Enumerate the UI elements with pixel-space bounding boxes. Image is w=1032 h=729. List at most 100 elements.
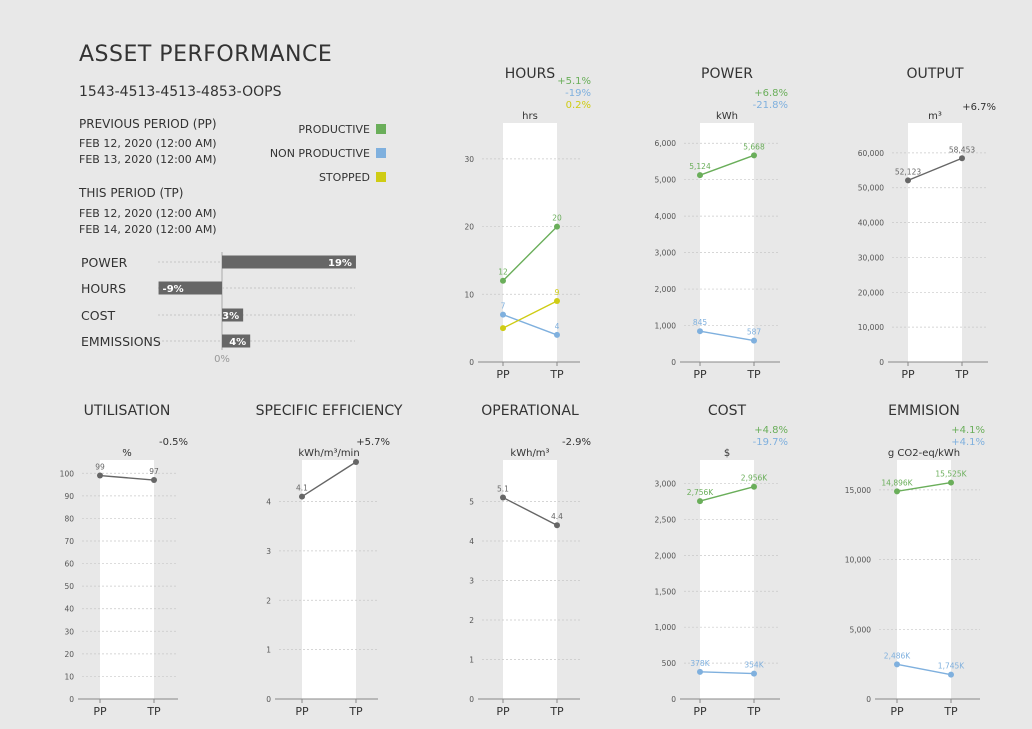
hours-point-pp-1: [500, 311, 506, 318]
previous-period-label: PREVIOUS PERIOD (PP): [79, 117, 217, 131]
utilisation-point-label-pp-0: 99: [95, 463, 105, 472]
specific_efficiency-ytick-label: 4: [266, 498, 271, 507]
legend-productive-label: PRODUCTIVE: [298, 123, 370, 136]
specific_efficiency-ytick-label: 3: [266, 547, 271, 556]
utilisation-ytick-label: 60: [64, 560, 74, 569]
hours-xtick-label-pp: PP: [496, 368, 510, 381]
operational-change-0: -2.9%: [562, 437, 591, 448]
operational-ytick-label: 5: [469, 498, 474, 507]
legend-stopped-label: STOPPED: [318, 171, 370, 184]
utilisation-ytick-label: 0: [69, 695, 74, 704]
hours-unit-label: hrs: [522, 111, 538, 122]
cost-chart: COST $0 500 1,000 1,500 2,000 2,500 3,000 PP TP +4…: [655, 403, 788, 718]
output-point-pp-0: [905, 177, 911, 184]
power-xtick-label-pp: PP: [693, 368, 707, 381]
emmision-plot-column: [897, 460, 951, 699]
output-xtick-label-tp: TP: [954, 368, 969, 381]
utilisation-ytick-label: 20: [64, 650, 74, 659]
utilisation-xtick-label-pp: PP: [93, 705, 107, 718]
emmision-point-pp-1: [894, 661, 900, 668]
output-change-0: +6.7%: [962, 102, 996, 113]
specific_efficiency-ytick-label: 2: [266, 596, 271, 605]
output-ytick-label: 10,000: [858, 323, 884, 332]
utilisation-point-tp-0: [151, 477, 157, 484]
specific_efficiency-point-label-pp-0: 4.1: [296, 484, 308, 493]
utilisation-ytick-label: 40: [64, 605, 74, 614]
emmision-title: EMMISION: [888, 403, 960, 419]
emmision-ytick-label: 10,000: [845, 556, 871, 565]
operational-ytick-label: 1: [469, 656, 474, 665]
emmision-xtick-label-tp: TP: [943, 705, 958, 718]
summary-bar-emmissions: [222, 334, 251, 348]
power-series-line-1: [699, 330, 755, 342]
operational-unit-label: kWh/m³: [510, 448, 549, 459]
power-point-label-pp-0: 5,124: [689, 162, 711, 171]
cost-change-0: +4.8%: [754, 425, 788, 436]
cost-ytick-label: 3,000: [655, 480, 677, 489]
operational-chart: OPERATIONAL kWh/m³ 0 1 2 3 4 5 PP TP -2.9% 5.1 4.4: [469, 403, 591, 718]
emmision-change-1: +4.1%: [951, 437, 985, 448]
utilisation-ytick-label: 80: [64, 514, 74, 523]
summary-label-cost: COST: [81, 308, 116, 323]
operational-point-label-pp-0: 5.1: [497, 485, 509, 494]
emmision-point-tp-1: [948, 671, 954, 678]
hours-point-label-pp-1: 7: [501, 302, 506, 311]
power-point-pp-1: [697, 328, 703, 335]
hours-point-pp-0: [500, 277, 506, 284]
cost-ytick-label: 1,500: [655, 587, 677, 596]
specific-efficiency-chart: SPECIFIC EFFICIENCY kWh/m³/min 0 1 2 3 4 PP TP +5…: [256, 403, 403, 718]
hours-change-0: +5.1%: [557, 76, 591, 87]
hours-series-line-2: [502, 300, 558, 329]
output-series-line-0: [907, 157, 963, 181]
cost-point-label-pp-1: 378K: [690, 659, 710, 668]
emmision-ytick-label: 0: [866, 695, 871, 704]
legend-productive-swatch: [376, 124, 386, 134]
this-period-label: THIS PERIOD (TP): [79, 186, 184, 200]
output-point-tp-0: [959, 155, 965, 162]
power-point-pp-0: [697, 172, 703, 179]
operational-point-pp-0: [500, 494, 506, 501]
emmision-ytick-label: 15,000: [845, 486, 871, 495]
emmision-ytick-label: 5,000: [850, 625, 872, 634]
summary-bar-cost: [222, 308, 244, 322]
operational-ytick-label: 0: [469, 695, 474, 704]
specific_efficiency-point-pp-0: [299, 493, 305, 500]
output-xtick-label-pp: PP: [901, 368, 915, 381]
hours-ytick-label: 0: [469, 358, 474, 367]
power-ytick-label: 5,000: [655, 176, 677, 185]
cost-point-label-pp-0: 2,756K: [687, 488, 714, 497]
emmision-xtick-label-pp: PP: [890, 705, 904, 718]
utilisation-ytick-label: 30: [64, 627, 74, 636]
hours-ytick-label: 20: [464, 223, 474, 232]
summary-zero-label: 0%: [214, 354, 230, 365]
power-ytick-label: 3,000: [655, 249, 677, 258]
cost-point-tp-1: [751, 670, 757, 677]
emmision-chart: EMMISION g CO2-eq/kWh 0 5,000 10,000 15,000 PP…: [845, 403, 985, 718]
emmision-point-label-tp-0: 15,525K: [935, 470, 967, 479]
cost-point-pp-1: [697, 668, 703, 675]
utilisation-point-label-tp-0: 97: [149, 467, 159, 476]
output-title: OUTPUT: [906, 66, 964, 82]
hours-point-label-pp-0: 12: [498, 268, 508, 277]
cost-unit-label: $: [724, 448, 730, 459]
previous-period-start: FEB 12, 2020 (12:00 AM): [79, 137, 217, 150]
power-ytick-label: 6,000: [655, 139, 677, 148]
cost-point-tp-0: [751, 483, 757, 490]
operational-ytick-label: 2: [469, 616, 474, 625]
summary-value-label: 3%: [222, 311, 239, 322]
specific_efficiency-change-0: +5.7%: [356, 437, 390, 448]
emmision-point-label-tp-1: 1,745K: [938, 662, 965, 671]
power-chart: POWER kWh 0 1,000 2,000 3,000 4,000 5,000 6,000 P…: [655, 66, 788, 381]
specific_efficiency-xtick-label-tp: TP: [348, 705, 363, 718]
output-ytick-label: 50,000: [858, 184, 884, 193]
hours-point-label-tp-2: 9: [555, 288, 560, 297]
output-point-label-tp-0: 58,453: [949, 145, 975, 154]
output-unit-label: m³: [928, 111, 942, 122]
output-plot-column: [908, 123, 962, 362]
hours-point-label-tp-0: 20: [552, 214, 562, 223]
emmision-point-label-pp-1: 2,486K: [884, 651, 911, 660]
utilisation-ytick-label: 100: [60, 469, 75, 478]
legend-stopped-swatch: [376, 172, 386, 182]
power-xtick-label-tp: TP: [746, 368, 761, 381]
emmision-point-tp-0: [948, 479, 954, 486]
